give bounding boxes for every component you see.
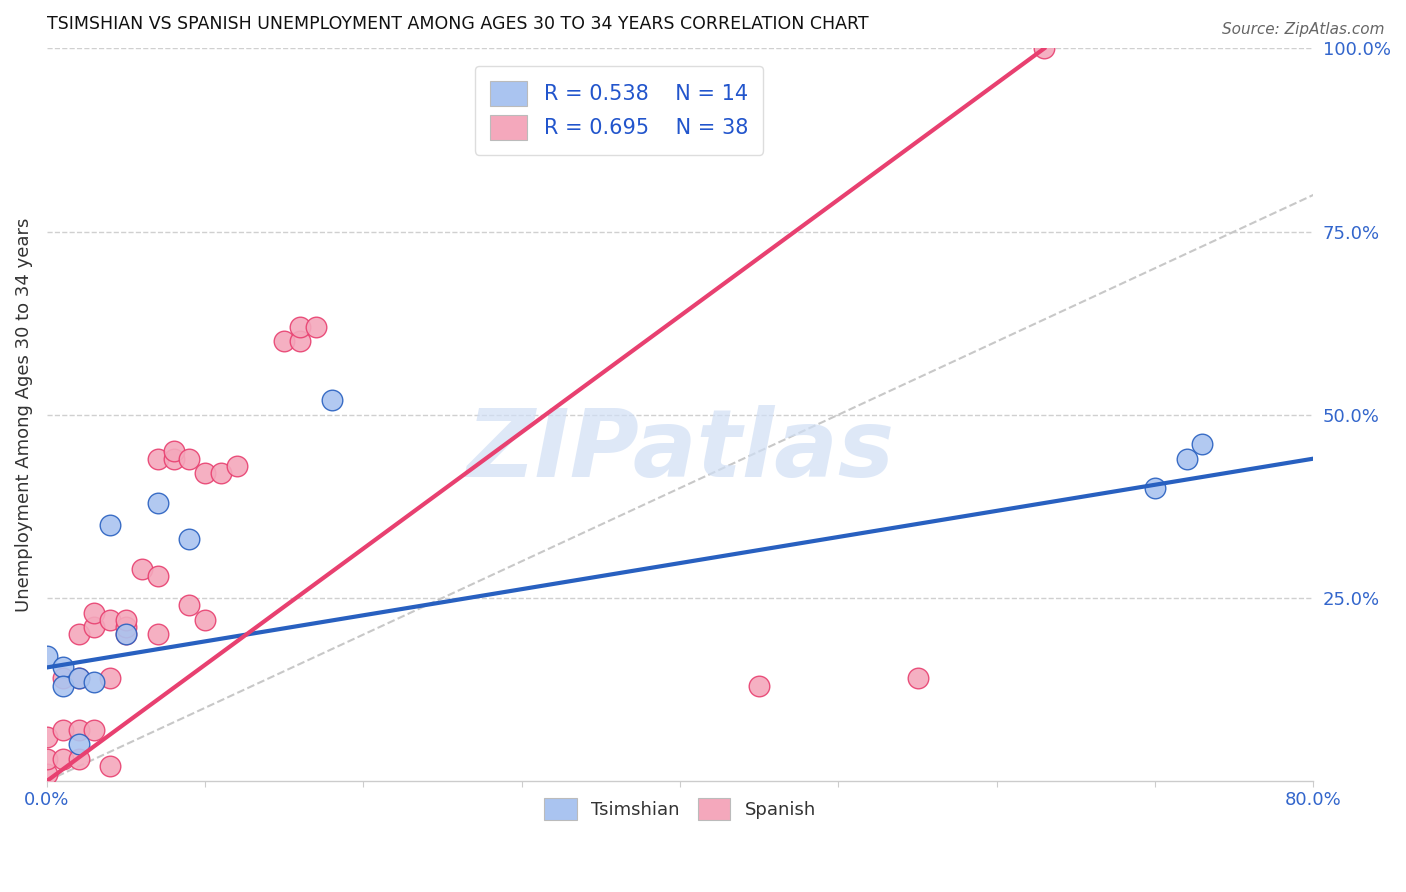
Point <box>98 672 121 686</box>
Point <box>52 660 75 674</box>
Point <box>225 458 247 473</box>
Point <box>321 393 343 408</box>
Point <box>179 598 201 612</box>
Point <box>179 451 201 466</box>
Point <box>115 627 138 641</box>
Point <box>288 334 311 349</box>
Point <box>67 752 90 766</box>
Point <box>67 723 90 737</box>
Point <box>83 723 105 737</box>
Point <box>67 672 90 686</box>
Point <box>67 737 90 751</box>
Point <box>273 334 295 349</box>
Point <box>98 517 121 532</box>
Point <box>1191 437 1213 451</box>
Point <box>209 467 232 481</box>
Point <box>305 319 328 334</box>
Point <box>146 627 169 641</box>
Point <box>52 723 75 737</box>
Point <box>35 752 58 766</box>
Point <box>907 672 929 686</box>
Point <box>52 752 75 766</box>
Point <box>194 613 217 627</box>
Point <box>146 451 169 466</box>
Point <box>83 620 105 634</box>
Point <box>98 759 121 773</box>
Point <box>131 561 153 575</box>
Point <box>146 569 169 583</box>
Y-axis label: Unemployment Among Ages 30 to 34 years: Unemployment Among Ages 30 to 34 years <box>15 218 32 612</box>
Point <box>35 766 58 780</box>
Point <box>115 613 138 627</box>
Point <box>83 675 105 690</box>
Point <box>52 672 75 686</box>
Point <box>162 451 184 466</box>
Point <box>1033 41 1056 55</box>
Text: ZIPatlas: ZIPatlas <box>465 405 894 498</box>
Point <box>83 606 105 620</box>
Point <box>179 533 201 547</box>
Point <box>146 495 169 509</box>
Point <box>748 679 770 693</box>
Point <box>67 672 90 686</box>
Text: TSIMSHIAN VS SPANISH UNEMPLOYMENT AMONG AGES 30 TO 34 YEARS CORRELATION CHART: TSIMSHIAN VS SPANISH UNEMPLOYMENT AMONG … <box>46 15 869 33</box>
Point <box>35 730 58 744</box>
Point <box>288 319 311 334</box>
Point <box>1175 451 1198 466</box>
Point <box>98 613 121 627</box>
Point <box>115 627 138 641</box>
Text: Source: ZipAtlas.com: Source: ZipAtlas.com <box>1222 22 1385 37</box>
Legend: Tsimshian, Spanish: Tsimshian, Spanish <box>537 790 823 827</box>
Point <box>35 649 58 664</box>
Point <box>52 679 75 693</box>
Point <box>162 444 184 458</box>
Point <box>1143 481 1166 495</box>
Point <box>115 620 138 634</box>
Point <box>194 467 217 481</box>
Point <box>67 627 90 641</box>
